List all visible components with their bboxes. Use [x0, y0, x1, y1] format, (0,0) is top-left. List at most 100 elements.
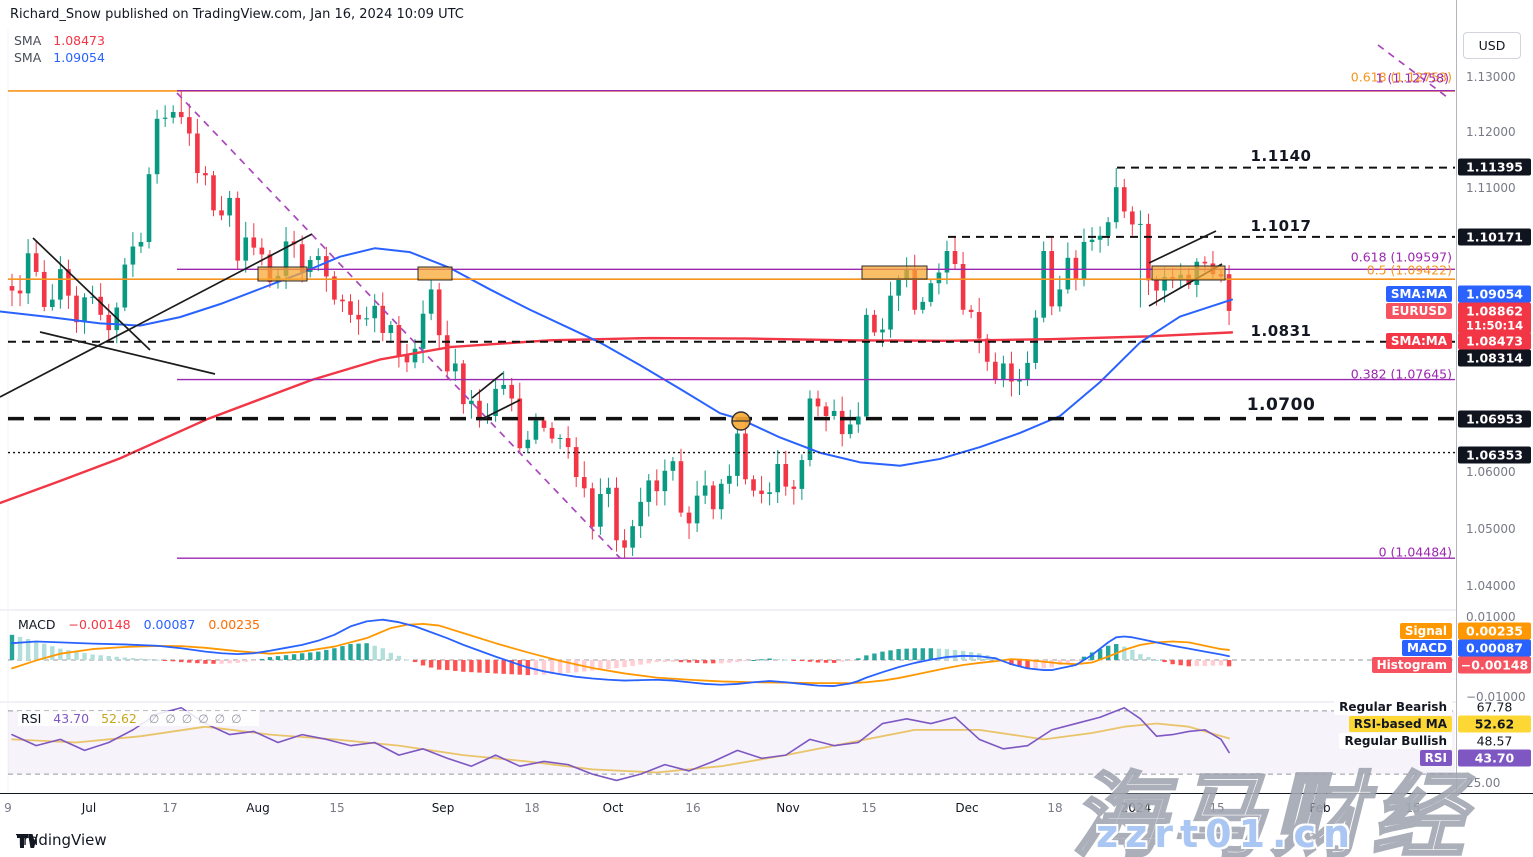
- sma-fast-value: 1.09054: [53, 50, 105, 65]
- macd-hist-bar: [195, 660, 200, 664]
- candle-body: [187, 117, 192, 134]
- key-level-label: 1.1140: [1250, 147, 1312, 165]
- candle-body: [1113, 187, 1119, 223]
- macd-hist-bar: [1033, 660, 1038, 669]
- chart-canvas[interactable]: [0, 0, 1456, 793]
- candle-body: [428, 289, 434, 314]
- candle-body: [525, 439, 531, 449]
- sma-legend: SMA 1.08473 SMA 1.09054: [14, 32, 105, 66]
- macd-hist-bar: [74, 651, 79, 660]
- candle-body: [1154, 280, 1159, 291]
- macd-hist-bar: [549, 660, 555, 675]
- indicator-name-badge: SMA:MA: [1385, 286, 1452, 302]
- axis-value-badge: 48.57: [1476, 733, 1513, 749]
- candle-body: [380, 305, 386, 333]
- macd-hist-bar: [936, 648, 942, 660]
- candle-body: [751, 479, 756, 491]
- trendline: [39, 331, 216, 375]
- macd-hist-bar: [590, 660, 595, 671]
- candle-body: [33, 253, 39, 272]
- rsi-value: 43.70: [53, 711, 90, 726]
- candle-body: [1017, 379, 1022, 382]
- candle-body: [807, 398, 813, 461]
- candle-body: [170, 112, 176, 118]
- macd-hist-bar: [1202, 660, 1208, 666]
- macd-hist-bar: [162, 660, 168, 661]
- macd-hist-bar: [25, 639, 31, 660]
- macd-hist-bar: [662, 660, 668, 662]
- candle-body: [1057, 289, 1063, 307]
- macd-hist-bar: [1009, 660, 1014, 666]
- axis-tick-label: 0.01000: [1466, 610, 1516, 624]
- fib-level-label: 0.618 (1.09597): [1350, 249, 1452, 265]
- macd-hist-bar: [630, 660, 635, 666]
- candle-body: [968, 309, 974, 313]
- candle-body: [686, 512, 692, 524]
- hidden-value-icon: ∅: [198, 712, 209, 726]
- axis-tick-label: 25.00: [1466, 776, 1501, 790]
- macd-hist-bar: [130, 658, 136, 660]
- currency-toggle-button[interactable]: USD: [1463, 32, 1521, 59]
- key-level-label: 1.1017: [1250, 217, 1312, 235]
- sma-slow-line: [0, 331, 1234, 505]
- candle-body: [694, 495, 700, 524]
- macd-hist-bar: [517, 660, 522, 675]
- time-axis[interactable]: 9 Jul 17 Aug 15 Sep 18 Oct 16 Nov 15 Dec 18 2024 15 Feb…: [0, 793, 1533, 823]
- supply-zone: [861, 265, 928, 280]
- macd-hist-bar: [171, 660, 176, 662]
- sma-fast-label: SMA: [14, 50, 42, 65]
- macd-hist-bar: [831, 660, 837, 663]
- fib-level-label: 1 (1.12758): [1375, 70, 1449, 86]
- candle-body: [1226, 274, 1232, 311]
- candle-body: [404, 355, 410, 363]
- candle-body: [74, 295, 79, 323]
- candle-body: [944, 251, 950, 273]
- macd-hist-bar: [1170, 660, 1175, 665]
- time-tick-label: 15: [1209, 801, 1225, 815]
- macd-hist-bar: [251, 660, 256, 661]
- macd-hist-bar: [477, 660, 482, 673]
- macd-hist-bar: [1146, 657, 1151, 660]
- candle-body: [654, 480, 660, 492]
- candle-body: [1041, 251, 1046, 318]
- macd-hist-bar: [436, 660, 442, 670]
- macd-hist-bar: [90, 654, 95, 660]
- candle-body: [1130, 211, 1135, 225]
- macd-hist-bar: [775, 659, 780, 661]
- time-tick-label: 18: [524, 801, 540, 815]
- candle-body: [614, 487, 619, 541]
- macd-hist-bar: [453, 660, 458, 671]
- macd-hist-bar: [823, 660, 829, 663]
- macd-legend: MACD −0.00148 0.00087 0.00235: [18, 617, 269, 632]
- macd-hist-bar: [308, 652, 313, 660]
- candle-body: [1025, 362, 1030, 380]
- candle-body: [831, 410, 837, 416]
- macd-hist-bar: [848, 660, 853, 661]
- macd-hist-bar: [1105, 645, 1111, 660]
- macd-hist-bar: [1041, 660, 1046, 669]
- macd-hist-bar: [1114, 644, 1119, 660]
- macd-hist-bar: [952, 649, 958, 660]
- macd-hist-bar: [1154, 660, 1159, 661]
- macd-hist-bar: [1049, 660, 1054, 668]
- macd-hist-bar: [348, 644, 353, 660]
- footer-logo[interactable]: TradingView: [16, 831, 107, 849]
- time-tick-label: 2024: [1120, 801, 1152, 815]
- macd-hist-bar: [275, 656, 281, 660]
- candle-body: [549, 427, 555, 439]
- candle-body: [348, 301, 353, 315]
- macd-hist-bar: [1017, 660, 1022, 667]
- price-axis[interactable]: USD 1.13000 1.12000 1.11000 1.06000 1.05000 1…: [1456, 0, 1533, 822]
- macd-hist-bar: [340, 646, 345, 660]
- candle-body: [444, 335, 450, 372]
- macd-hist-bar: [203, 660, 208, 664]
- macd-hist-bar: [243, 660, 248, 662]
- candle-body: [219, 210, 224, 216]
- indicator-name-badge: Signal: [1399, 623, 1452, 639]
- candle-body: [573, 447, 579, 478]
- macd-hist-bar: [815, 660, 821, 663]
- fib-trend-dashed: [1377, 44, 1448, 98]
- candle-body: [203, 173, 208, 176]
- candle-body: [710, 485, 716, 510]
- candle-body: [1121, 187, 1127, 212]
